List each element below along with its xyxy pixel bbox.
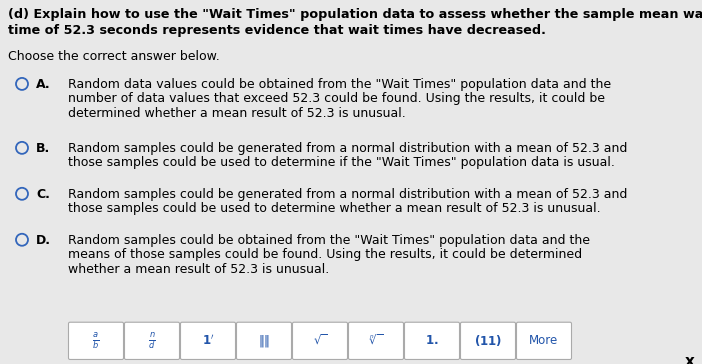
Text: $\mathbf{1.}$: $\mathbf{1.}$ (425, 335, 439, 347)
Text: $\|\|$: $\|\|$ (258, 333, 270, 349)
Text: C.: C. (36, 188, 50, 201)
Text: $\mathbf{(11)}$: $\mathbf{(11)}$ (474, 333, 502, 348)
Text: A.: A. (36, 78, 51, 91)
Text: $\mathbf{1'}$: $\mathbf{1'}$ (201, 333, 214, 348)
Text: B.: B. (36, 142, 51, 155)
Text: (d) Explain how to use the "Wait Times" population data to assess whether the sa: (d) Explain how to use the "Wait Times" … (8, 8, 702, 21)
Text: those samples could be used to determine if the "Wait Times" population data is : those samples could be used to determine… (68, 157, 615, 169)
Text: Choose the correct answer below.: Choose the correct answer below. (8, 50, 220, 63)
FancyBboxPatch shape (517, 322, 571, 360)
FancyBboxPatch shape (237, 322, 291, 360)
Text: Random samples could be generated from a normal distribution with a mean of 52.3: Random samples could be generated from a… (68, 142, 628, 155)
Text: whether a mean result of 52.3 is unusual.: whether a mean result of 52.3 is unusual… (68, 263, 329, 276)
Text: $\frac{n\!}{d}$: $\frac{n\!}{d}$ (148, 331, 156, 351)
Text: $\sqrt{\,}$: $\sqrt{\,}$ (313, 334, 327, 348)
Text: number of data values that exceed 52.3 could be found. Using the results, it cou: number of data values that exceed 52.3 c… (68, 92, 605, 106)
Text: $\frac{a}{b}$: $\frac{a}{b}$ (93, 331, 100, 351)
FancyBboxPatch shape (69, 322, 124, 360)
FancyBboxPatch shape (180, 322, 235, 360)
Text: Random samples could be obtained from the "Wait Times" population data and the: Random samples could be obtained from th… (68, 234, 590, 247)
Text: determined whether a mean result of 52.3 is unusual.: determined whether a mean result of 52.3… (68, 107, 406, 120)
Text: D.: D. (36, 234, 51, 247)
Text: x: x (685, 354, 695, 364)
Text: means of those samples could be found. Using the results, it could be determined: means of those samples could be found. U… (68, 248, 582, 261)
FancyBboxPatch shape (404, 322, 460, 360)
Text: $\sqrt[n]{\,}$: $\sqrt[n]{\,}$ (369, 334, 383, 348)
FancyBboxPatch shape (293, 322, 347, 360)
Text: those samples could be used to determine whether a mean result of 52.3 is unusua: those samples could be used to determine… (68, 202, 601, 215)
Text: More: More (529, 335, 559, 347)
FancyBboxPatch shape (348, 322, 404, 360)
FancyBboxPatch shape (124, 322, 180, 360)
Text: Random samples could be generated from a normal distribution with a mean of 52.3: Random samples could be generated from a… (68, 188, 628, 201)
FancyBboxPatch shape (461, 322, 515, 360)
Text: time of 52.3 seconds represents evidence that wait times have decreased.: time of 52.3 seconds represents evidence… (8, 24, 546, 37)
Text: Random data values could be obtained from the "Wait Times" population data and t: Random data values could be obtained fro… (68, 78, 611, 91)
